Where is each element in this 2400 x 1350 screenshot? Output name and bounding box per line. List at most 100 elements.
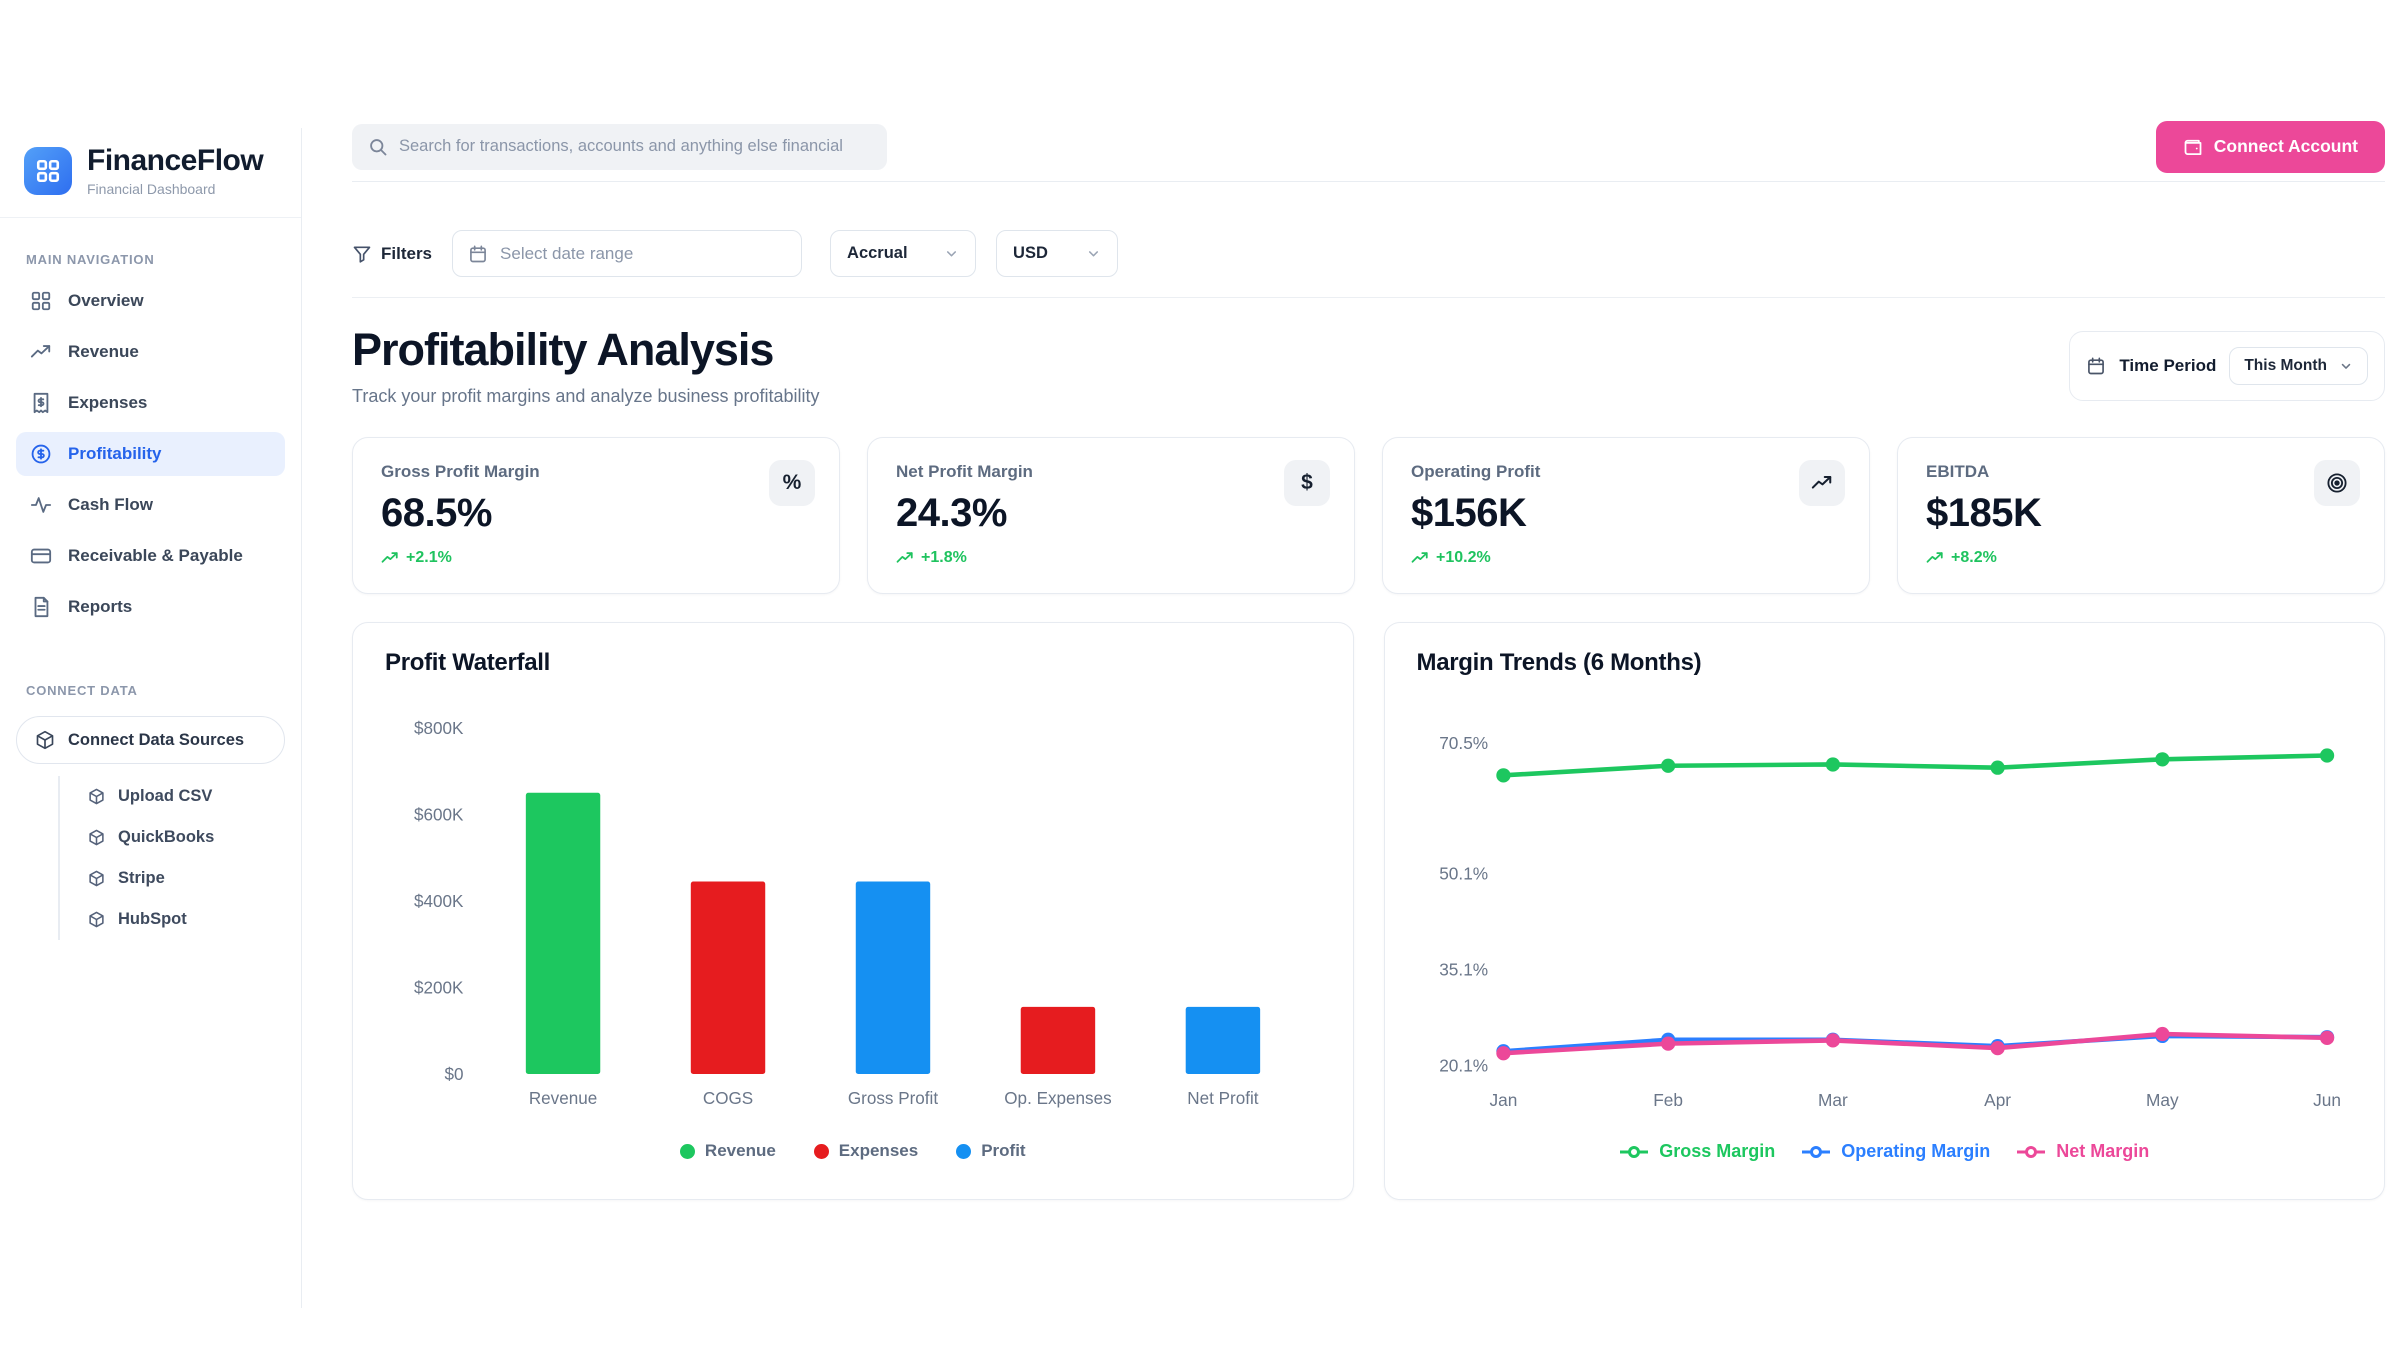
dollar-icon: $ xyxy=(1284,460,1330,506)
svg-text:May: May xyxy=(2146,1090,2179,1110)
legend-item-expenses: Expenses xyxy=(813,1141,918,1161)
source-item-stripe[interactable]: Stripe xyxy=(60,858,301,899)
sidebar-item-expenses[interactable]: Expenses xyxy=(16,381,285,425)
svg-text:Gross Profit: Gross Profit xyxy=(848,1089,938,1108)
profit-waterfall-legend: Revenue Expenses Profit xyxy=(385,1141,1321,1161)
time-period-control: Time Period This Month xyxy=(2069,330,2385,401)
sidebar-item-receivable-payable[interactable]: Receivable & Payable xyxy=(16,534,285,578)
sidebar-item-label: Overview xyxy=(68,291,144,310)
sidebar-item-overview[interactable]: Overview xyxy=(16,279,285,323)
svg-text:Mar: Mar xyxy=(1818,1090,1848,1110)
legend-item-profit: Profit xyxy=(956,1141,1026,1161)
date-range-input[interactable] xyxy=(500,243,787,264)
connect-data-sources-button[interactable]: Connect Data Sources xyxy=(16,716,285,764)
source-item-label: HubSpot xyxy=(118,910,187,928)
kpi-card-ebitda: EBITDA $185K +8.2% xyxy=(1897,437,2385,594)
currency-select[interactable]: USD xyxy=(996,230,1119,277)
sidebar-item-cash-flow[interactable]: Cash Flow xyxy=(16,483,285,527)
kpi-change: +8.2% xyxy=(1926,549,2356,567)
svg-text:COGS: COGS xyxy=(703,1089,753,1108)
sidebar: FinanceFlow Financial Dashboard MAIN NAV… xyxy=(0,128,302,1308)
chart-title: Margin Trends (6 Months) xyxy=(1416,649,1702,676)
svg-text:20.1%: 20.1% xyxy=(1439,1055,1488,1075)
wallet-icon xyxy=(2183,137,2203,157)
date-range-picker[interactable] xyxy=(452,230,803,277)
legend-label: Operating Margin xyxy=(1841,1141,1991,1161)
chart-title: Profit Waterfall xyxy=(385,649,550,676)
kpi-change-value: +8.2% xyxy=(1951,549,1997,566)
trending-up-icon xyxy=(381,549,399,567)
legend-label: Net Margin xyxy=(2056,1141,2150,1161)
svg-text:Revenue: Revenue xyxy=(529,1089,597,1108)
chevron-down-icon xyxy=(1086,246,1101,261)
svg-text:50.1%: 50.1% xyxy=(1439,863,1488,883)
currency-value: USD xyxy=(1013,244,1048,262)
global-search[interactable] xyxy=(352,123,887,170)
brand-name: FinanceFlow xyxy=(87,144,264,177)
sidebar-item-profitability[interactable]: Profitability xyxy=(16,432,285,476)
profit-waterfall-chart: $0 $200K $400K $600K $800K Revenue COGS Gross P… xyxy=(414,719,1261,1108)
filters-toggle[interactable]: Filters xyxy=(352,244,432,264)
percent-icon: % xyxy=(769,460,815,506)
connect-account-button[interactable]: Connect Account xyxy=(2155,120,2385,173)
main-navigation: Overview Revenue Expenses xyxy=(0,279,301,629)
svg-text:Net Profit: Net Profit xyxy=(1187,1089,1258,1108)
page-header: Profitability Analysis Track your profit… xyxy=(352,324,2385,407)
source-item-label: QuickBooks xyxy=(118,828,215,846)
sidebar-item-label: Profitability xyxy=(68,444,162,463)
receipt-icon xyxy=(30,392,52,414)
time-period-select[interactable]: This Month xyxy=(2229,346,2368,385)
line-marker-icon xyxy=(1802,1145,1831,1158)
svg-text:Apr: Apr xyxy=(1984,1090,2011,1110)
accounting-basis-select[interactable]: Accrual xyxy=(830,230,977,277)
top-bar: Connect Account xyxy=(352,114,2385,182)
sidebar-item-reports[interactable]: Reports xyxy=(16,585,285,629)
calendar-icon xyxy=(468,244,488,264)
source-item-hubspot[interactable]: HubSpot xyxy=(60,899,301,940)
svg-text:$800K: $800K xyxy=(414,719,464,738)
dollar-circle-icon xyxy=(30,443,52,465)
trending-up-icon xyxy=(896,549,914,567)
charts-row: Profit Waterfall $0 $200K $400K $600K $800K R… xyxy=(352,622,2385,1200)
connect-data-sources-label: Connect Data Sources xyxy=(68,730,245,749)
kpi-change-value: +2.1% xyxy=(406,549,452,566)
sidebar-item-label: Receivable & Payable xyxy=(68,546,243,565)
margin-trends-legend: Gross Margin Operating Margin Net Margin xyxy=(1417,1141,2353,1162)
kpi-value: $185K xyxy=(1926,491,2042,535)
legend-label: Gross Margin xyxy=(1659,1141,1776,1161)
sidebar-item-label: Reports xyxy=(68,597,133,616)
svg-text:$200K: $200K xyxy=(414,978,464,997)
legend-item-net-margin: Net Margin xyxy=(2016,1141,2149,1162)
calendar-icon xyxy=(2086,356,2106,376)
source-item-label: Stripe xyxy=(118,869,165,887)
sidebar-item-revenue[interactable]: Revenue xyxy=(16,330,285,374)
file-text-icon xyxy=(30,596,52,618)
legend-label: Profit xyxy=(981,1141,1026,1160)
legend-item-revenue: Revenue xyxy=(679,1141,776,1161)
legend-item-gross-margin: Gross Margin xyxy=(1619,1141,1775,1162)
kpi-change-value: +10.2% xyxy=(1436,549,1491,566)
target-icon xyxy=(2314,460,2360,506)
page-title-block: Profitability Analysis Track your profit… xyxy=(352,324,820,407)
brand-tagline: Financial Dashboard xyxy=(87,181,216,197)
line-marker-icon xyxy=(2017,1145,2046,1158)
search-input[interactable] xyxy=(399,137,871,156)
nav-section-label: MAIN NAVIGATION xyxy=(26,252,155,267)
svg-text:70.5%: 70.5% xyxy=(1439,733,1488,753)
source-item-quickbooks[interactable]: QuickBooks xyxy=(60,817,301,858)
profit-waterfall-card: Profit Waterfall $0 $200K $400K $600K $800K R… xyxy=(352,622,1354,1200)
kpi-card-gross-profit-margin: Gross Profit Margin 68.5% +2.1% % xyxy=(352,437,840,594)
legend-dot xyxy=(956,1143,972,1159)
page-subtitle: Track your profit margins and analyze bu… xyxy=(352,386,820,406)
svg-text:Jun: Jun xyxy=(2313,1090,2341,1110)
trending-up-icon xyxy=(30,341,52,363)
cube-icon xyxy=(88,870,105,887)
accounting-basis-value: Accrual xyxy=(847,244,908,262)
svg-text:Op. Expenses: Op. Expenses xyxy=(1004,1089,1111,1108)
kpi-change: +1.8% xyxy=(896,549,1326,567)
kpi-label: Net Profit Margin xyxy=(896,462,1033,481)
kpi-label: Operating Profit xyxy=(1411,462,1541,481)
time-period-label: Time Period xyxy=(2119,355,2217,375)
source-item-upload-csv[interactable]: Upload CSV xyxy=(60,776,301,817)
margin-trends-card: Margin Trends (6 Months) 70.5% 50.1% 35.1%… xyxy=(1383,622,2385,1200)
